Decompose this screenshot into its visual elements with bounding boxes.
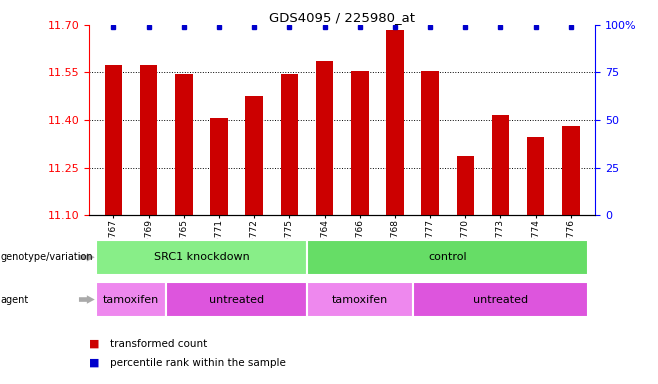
Title: GDS4095 / 225980_at: GDS4095 / 225980_at: [269, 11, 415, 24]
Text: percentile rank within the sample: percentile rank within the sample: [110, 358, 286, 368]
Text: ■: ■: [89, 339, 99, 349]
Bar: [140, 65, 157, 215]
Bar: [457, 156, 474, 215]
Text: genotype/variation: genotype/variation: [1, 252, 93, 262]
Bar: [413, 282, 588, 317]
Bar: [307, 282, 413, 317]
Text: control: control: [428, 252, 467, 262]
Text: SRC1 knockdown: SRC1 knockdown: [153, 252, 249, 262]
Bar: [210, 118, 228, 215]
Bar: [492, 115, 509, 215]
Bar: [316, 61, 334, 215]
Bar: [175, 74, 193, 215]
Text: agent: agent: [1, 295, 29, 305]
Bar: [280, 74, 298, 215]
Bar: [96, 240, 307, 275]
Bar: [245, 96, 263, 215]
Bar: [386, 30, 404, 215]
Text: ■: ■: [89, 358, 99, 368]
Text: tamoxifen: tamoxifen: [103, 295, 159, 305]
Bar: [527, 137, 544, 215]
Text: transformed count: transformed count: [110, 339, 207, 349]
Bar: [562, 126, 580, 215]
Bar: [307, 240, 588, 275]
Bar: [96, 282, 166, 317]
Bar: [105, 65, 122, 215]
Bar: [166, 282, 307, 317]
Bar: [351, 71, 368, 215]
Text: untreated: untreated: [473, 295, 528, 305]
Bar: [421, 71, 439, 215]
Text: untreated: untreated: [209, 295, 264, 305]
Text: tamoxifen: tamoxifen: [332, 295, 388, 305]
